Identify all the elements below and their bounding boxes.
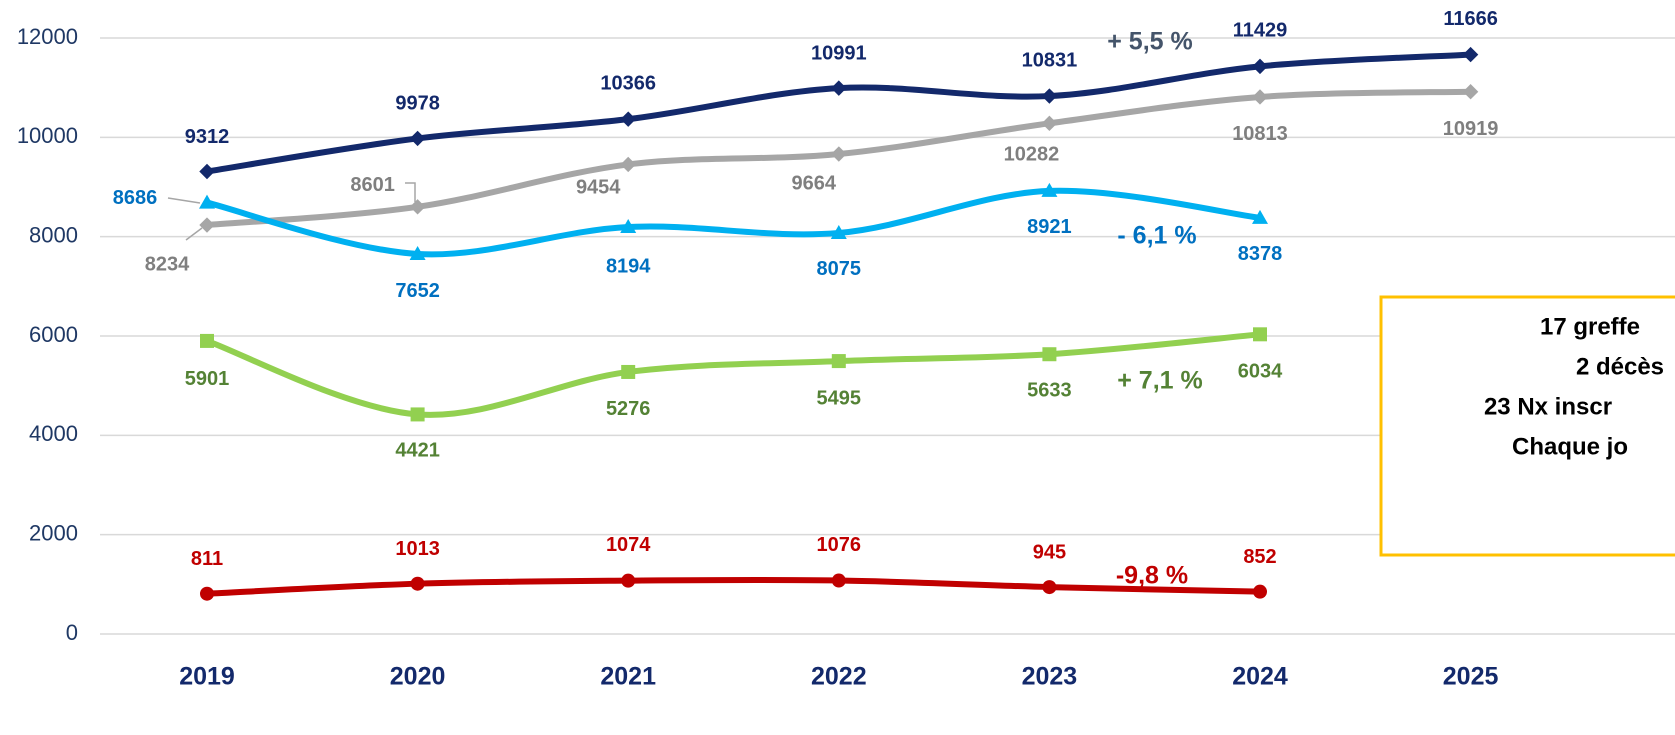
data-label: 10282 <box>1004 144 1060 166</box>
text-box-line: 23 Nx inscr <box>1484 393 1612 420</box>
line <box>204 331 1263 418</box>
leader-line <box>405 182 416 202</box>
annotation: + 5,5 % <box>1107 28 1192 56</box>
x-tick-label: 2023 <box>1022 663 1078 691</box>
marker <box>199 163 215 180</box>
y-tick-label: 12000 <box>17 24 78 49</box>
data-label: 6034 <box>1238 361 1283 383</box>
data-label: 8601 <box>350 174 395 196</box>
marker <box>831 354 846 369</box>
marker <box>1041 182 1058 197</box>
data-label: 1013 <box>395 538 440 560</box>
data-label: 9664 <box>792 172 837 194</box>
data-label: 8921 <box>1027 216 1072 238</box>
marker <box>830 224 847 239</box>
marker <box>831 146 847 162</box>
data-label: 811 <box>191 548 223 570</box>
y-tick-label: 4000 <box>29 421 78 446</box>
marker <box>200 333 214 348</box>
line <box>204 576 1263 597</box>
marker <box>199 217 215 233</box>
marker <box>1041 115 1058 132</box>
data-label: 9312 <box>185 126 230 148</box>
y-tick-label: 0 <box>66 620 78 645</box>
annotation: - 6,1 % <box>1117 222 1196 250</box>
x-tick-label: 2019 <box>179 663 235 691</box>
marker <box>409 245 426 260</box>
marker <box>1042 580 1057 595</box>
data-label: 7652 <box>395 280 440 302</box>
data-label: 945 <box>1033 541 1066 563</box>
marker <box>831 80 847 96</box>
data-label: 11666 <box>1443 8 1498 30</box>
marker <box>410 576 425 591</box>
x-tick-label: 2022 <box>811 663 867 691</box>
marker <box>1252 58 1268 75</box>
data-label: 5495 <box>817 387 862 409</box>
line <box>204 187 1263 258</box>
marker <box>199 194 215 209</box>
data-label: 10831 <box>1022 49 1078 71</box>
marker <box>621 364 636 379</box>
data-label: 1074 <box>606 534 651 556</box>
marker <box>1252 209 1268 224</box>
marker <box>409 130 426 147</box>
data-label: 10813 <box>1232 123 1288 145</box>
data-label: 10366 <box>600 72 656 94</box>
marker <box>1253 584 1267 599</box>
data-label: 4421 <box>395 440 440 462</box>
marker <box>620 219 637 234</box>
x-tick-label: 2025 <box>1443 663 1499 691</box>
marker <box>1042 347 1057 362</box>
marker <box>1462 46 1479 63</box>
data-label: 10991 <box>811 42 867 64</box>
marker <box>410 407 425 422</box>
annotation: + 7,1 % <box>1117 367 1202 395</box>
x-tick-label: 2020 <box>390 663 446 691</box>
y-tick-label: 8000 <box>29 222 78 247</box>
data-label: 852 <box>1243 546 1276 568</box>
marker <box>1253 327 1267 342</box>
leader-line <box>167 197 201 204</box>
data-label: 11429 <box>1233 20 1288 42</box>
data-label: 5276 <box>606 398 651 420</box>
data-label: 10919 <box>1443 118 1499 140</box>
data-label: 8234 <box>145 253 190 275</box>
marker <box>620 111 636 127</box>
marker <box>1462 83 1479 100</box>
leader-line <box>185 227 203 241</box>
annotation: -9,8 % <box>1116 562 1188 590</box>
data-label: 9454 <box>576 177 621 199</box>
text-box-line: Chaque jo <box>1512 433 1628 460</box>
marker <box>1252 89 1268 105</box>
marker <box>409 199 426 215</box>
marker <box>621 573 636 588</box>
text-box-line: 17 greffe <box>1540 313 1640 340</box>
marker <box>1041 88 1058 104</box>
data-label: 1076 <box>817 534 862 556</box>
x-tick-label: 2024 <box>1232 663 1288 691</box>
text-box <box>1379 295 1675 557</box>
text-box-line: 2 décès <box>1576 353 1664 380</box>
data-label: 8194 <box>606 255 651 277</box>
marker <box>831 573 846 588</box>
data-label: 8378 <box>1238 243 1283 265</box>
x-tick-label: 2021 <box>600 663 656 691</box>
marker <box>200 586 214 601</box>
data-label: 9978 <box>395 93 440 115</box>
data-label: 5633 <box>1027 380 1072 402</box>
data-label: 8075 <box>817 258 862 280</box>
data-label: 8686 <box>113 187 158 209</box>
y-tick-label: 10000 <box>17 123 78 148</box>
y-tick-label: 2000 <box>29 520 78 545</box>
data-label: 5901 <box>185 368 230 390</box>
marker <box>620 156 636 173</box>
y-tick-label: 6000 <box>29 322 78 347</box>
